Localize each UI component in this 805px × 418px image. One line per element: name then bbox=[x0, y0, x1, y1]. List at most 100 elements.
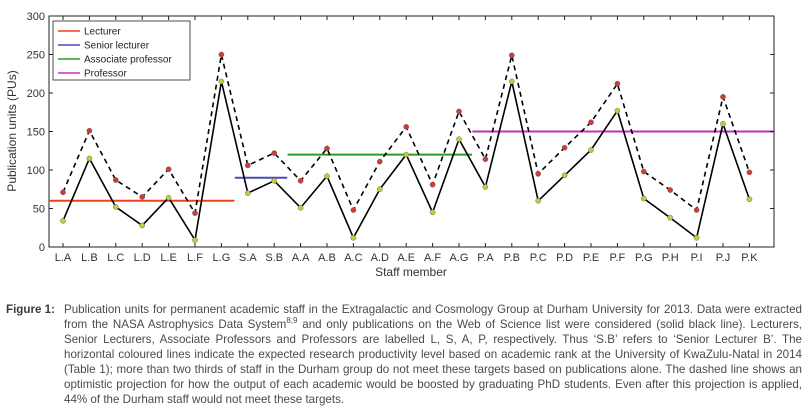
y-tick-label: 300 bbox=[27, 11, 45, 23]
data-point-dashed bbox=[667, 187, 674, 193]
data-point-dashed bbox=[403, 124, 410, 130]
data-point-dashed bbox=[139, 194, 145, 200]
x-tick-label: L.G bbox=[213, 252, 231, 264]
data-point-dashed bbox=[588, 119, 594, 126]
data-point-solid bbox=[403, 151, 410, 158]
data-point-dashed bbox=[535, 171, 542, 177]
data-point-solid bbox=[614, 107, 621, 114]
y-axis-ticks: 0 50 100 150 200 250 300 bbox=[27, 11, 774, 254]
legend: Lecturer Senior lecturer Associate profess… bbox=[52, 20, 191, 81]
data-point-solid bbox=[376, 186, 383, 193]
legend-entry-label: Senior lecturer bbox=[84, 41, 150, 52]
data-point-solid bbox=[508, 78, 515, 85]
data-point-dashed bbox=[86, 127, 93, 134]
x-tick-label: L.B bbox=[81, 252, 98, 264]
x-tick-label: L.F bbox=[187, 252, 203, 264]
x-tick-label: A.B bbox=[318, 252, 336, 264]
data-point-solid bbox=[535, 197, 542, 204]
x-tick-label: P.C bbox=[530, 252, 547, 264]
y-tick-label: 200 bbox=[27, 88, 45, 100]
x-tick-label: A.C bbox=[344, 252, 362, 264]
data-point-dashed bbox=[218, 51, 225, 58]
x-tick-label: L.A bbox=[55, 252, 72, 264]
data-point-dashed bbox=[720, 94, 726, 100]
data-point-solid bbox=[429, 209, 436, 216]
data-point-dashed bbox=[244, 162, 251, 169]
data-point-dashed bbox=[376, 158, 383, 165]
data-point-dashed bbox=[192, 210, 198, 216]
data-point-solid bbox=[139, 222, 145, 229]
data-point-solid bbox=[720, 121, 726, 127]
x-tick-label: P.D bbox=[556, 252, 573, 264]
data-point-dashed bbox=[641, 168, 647, 175]
data-point-solid bbox=[482, 184, 489, 190]
x-tick-label: L.E bbox=[160, 252, 177, 264]
x-tick-label: A.G bbox=[450, 252, 469, 264]
data-point-dashed bbox=[456, 108, 462, 115]
y-tick-label: 0 bbox=[39, 242, 45, 254]
x-tick-label: P.B bbox=[504, 252, 520, 264]
y-tick-label: 150 bbox=[27, 127, 45, 139]
legend-entry-label: Lecturer bbox=[84, 27, 121, 38]
data-point-dashed bbox=[482, 156, 489, 163]
x-tick-label: P.H bbox=[662, 252, 679, 264]
data-series bbox=[60, 51, 753, 243]
x-tick-label: S.A bbox=[239, 252, 257, 264]
caption-reference-sup: 8,9 bbox=[286, 316, 298, 326]
data-point-dashed bbox=[508, 52, 515, 59]
x-tick-label: S.B bbox=[265, 252, 283, 264]
data-point-solid bbox=[192, 237, 198, 243]
data-point-dashed bbox=[350, 207, 357, 213]
data-point-dashed bbox=[429, 181, 436, 188]
data-point-dashed bbox=[324, 145, 330, 152]
x-tick-label: P.G bbox=[635, 252, 653, 264]
y-tick-label: 250 bbox=[27, 50, 45, 62]
x-tick-label: A.F bbox=[424, 252, 441, 264]
data-point-dashed bbox=[113, 177, 119, 183]
x-tick-label: P.I bbox=[691, 252, 703, 264]
data-point-solid bbox=[667, 214, 674, 221]
x-tick-label: P.J bbox=[716, 252, 730, 264]
data-point-dashed bbox=[60, 189, 66, 196]
data-point-solid bbox=[165, 194, 172, 201]
data-point-solid bbox=[456, 136, 462, 142]
x-tick-label: A.E bbox=[397, 252, 415, 264]
data-point-solid bbox=[588, 147, 594, 153]
caption-text-part-1: Publication units for permanent academic… bbox=[64, 303, 802, 331]
legend-entry-label: Associate professor bbox=[84, 55, 172, 66]
publication-units-chart: 0 50 100 150 200 250 300 L.A L.B L.C L.D L.E L.F L.G… bbox=[5, 11, 775, 279]
data-point-dashed bbox=[746, 169, 753, 176]
y-tick-label: 100 bbox=[27, 165, 45, 177]
data-point-dashed bbox=[614, 80, 621, 87]
data-point-solid bbox=[641, 195, 647, 202]
x-tick-label: P.E bbox=[583, 252, 599, 264]
x-tick-label: P.K bbox=[741, 252, 758, 264]
legend-entry-label: Professor bbox=[84, 69, 127, 80]
x-tick-label: L.C bbox=[107, 252, 124, 264]
data-point-solid bbox=[218, 78, 225, 85]
data-point-solid bbox=[271, 177, 278, 184]
data-point-dashed bbox=[561, 144, 568, 151]
x-tick-label: P.F bbox=[610, 252, 626, 264]
y-axis-label: Publication units (PUs) bbox=[5, 70, 19, 191]
x-tick-label: L.D bbox=[134, 252, 151, 264]
x-tick-label: A.D bbox=[371, 252, 389, 264]
y-tick-label: 50 bbox=[33, 204, 45, 216]
data-point-solid bbox=[324, 173, 330, 179]
data-point-dashed bbox=[165, 166, 172, 173]
data-point-solid bbox=[561, 172, 568, 179]
data-point-solid bbox=[693, 234, 700, 241]
caption-text-part-2: and only publications on the Web of Scie… bbox=[64, 318, 802, 406]
x-tick-label: P.A bbox=[477, 252, 494, 264]
caption-text: Publication units for permanent academic… bbox=[64, 302, 802, 407]
x-axis-ticks: L.A L.B L.C L.D L.E L.F L.G S.A S.B A.A A.B A.C A.D A… bbox=[55, 16, 758, 264]
data-point-dashed bbox=[271, 150, 278, 156]
data-point-solid bbox=[350, 234, 357, 241]
data-point-solid bbox=[60, 218, 66, 224]
data-point-solid bbox=[746, 196, 753, 203]
data-point-dashed bbox=[693, 207, 700, 213]
data-point-solid bbox=[297, 204, 304, 211]
series-line-solid bbox=[62, 81, 751, 243]
data-point-solid bbox=[113, 204, 119, 210]
data-point-solid bbox=[86, 155, 93, 162]
